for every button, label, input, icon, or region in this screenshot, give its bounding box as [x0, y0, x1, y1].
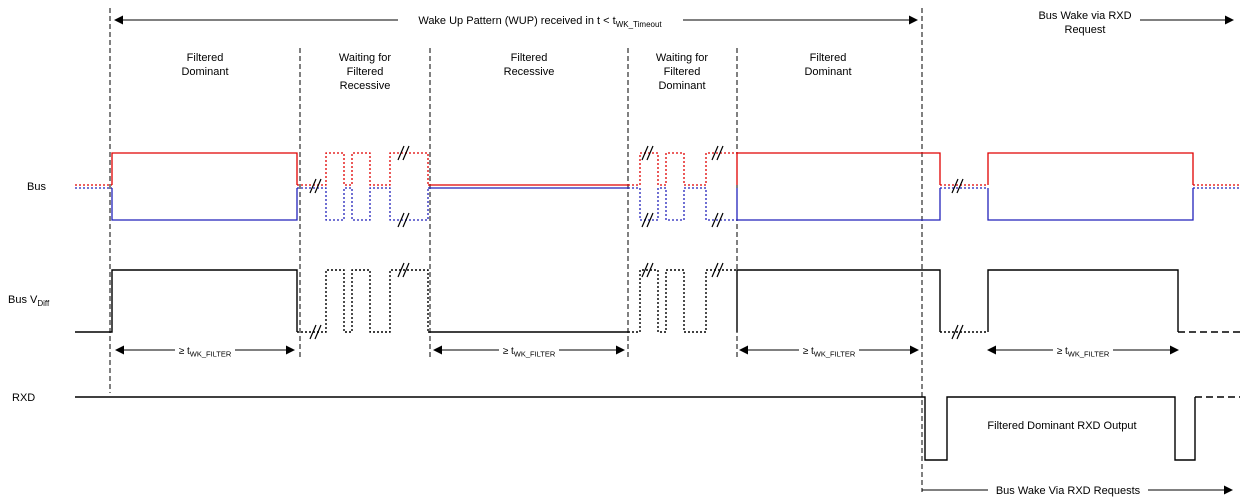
bus-canl-dotted [75, 187, 1240, 221]
section-2-line2: Filtered [347, 66, 384, 78]
section-2-line1: Waiting for [339, 52, 392, 64]
wup-arrow-label: Wake Up Pattern (WUP) received in t < tW… [418, 15, 662, 29]
wup-label-subscript: WK_Timeout [616, 20, 663, 29]
tfilter-label-4: ≥ tWK_FILTER [1057, 346, 1110, 359]
tfilter-3-subscript: WK_FILTER [814, 350, 856, 359]
section-4-line3: Dominant [658, 80, 705, 92]
dimension-arrows [114, 15, 1234, 495]
vdiff-solid [75, 269, 1179, 333]
wup-label-text: Wake Up Pattern (WUP) received in t < t [418, 15, 615, 27]
arrow-lines [123, 19, 1225, 491]
tfilter-3-text: ≥ t [803, 346, 814, 357]
bus-wake-requests-label: Bus Wake Via RXD Requests [996, 485, 1141, 497]
tfilter-2-subscript: WK_FILTER [514, 350, 556, 359]
bus-signal-label: Bus [27, 181, 46, 193]
section-4-line2: Filtered [664, 66, 701, 78]
tfilter-1-subscript: WK_FILTER [190, 350, 232, 359]
rxd-signal-label: RXD [12, 392, 35, 404]
section-1-line1: Filtered [187, 52, 224, 64]
bus-wake-request-label-line2: Request [1065, 24, 1106, 36]
tfilter-labels: ≥ tWK_FILTER ≥ tWK_FILTER ≥ tWK_FILTER ≥… [179, 346, 1110, 359]
bus-canl-solid [111, 187, 1194, 221]
section-5-line1: Filtered [810, 52, 847, 64]
tfilter-4-subscript: WK_FILTER [1068, 350, 1110, 359]
vdiff-signal-label: Bus VDiff [8, 294, 50, 308]
vdiff-label-text: Bus V [8, 294, 38, 306]
section-3-line2: Recessive [504, 66, 555, 78]
vdiff-label-subscript: Diff [37, 299, 50, 308]
bus-canh-solid [111, 152, 1194, 186]
vdiff-dotted [297, 269, 988, 333]
bus-canh-dotted [75, 152, 1240, 186]
section-3-line1: Filtered [511, 52, 548, 64]
rxd-trace [75, 396, 1240, 461]
section-2-line3: Recessive [340, 80, 391, 92]
tfilter-2-text: ≥ t [503, 346, 514, 357]
rxd-solid [75, 396, 1196, 461]
time-break-marks [309, 145, 964, 340]
bus-wake-request-label-line1: Bus Wake via RXD [1038, 10, 1131, 22]
bus-canh-trace [75, 152, 1240, 186]
section-4-line1: Waiting for [656, 52, 709, 64]
bus-canl-trace [75, 187, 1240, 221]
tfilter-1-text: ≥ t [179, 346, 190, 357]
bus-vdiff-trace [75, 269, 1240, 333]
rxd-output-label: Filtered Dominant RXD Output [987, 420, 1136, 432]
tfilter-label-1: ≥ tWK_FILTER [179, 346, 232, 359]
phase-boundary-lines [109, 8, 923, 492]
section-labels: Filtered Dominant Waiting for Filtered R… [181, 52, 851, 92]
section-5-line2: Dominant [804, 66, 851, 78]
signal-labels: Bus Bus VDiff RXD [8, 181, 50, 404]
tfilter-label-3: ≥ tWK_FILTER [803, 346, 856, 359]
tfilter-4-text: ≥ t [1057, 346, 1068, 357]
section-1-line2: Dominant [181, 66, 228, 78]
tfilter-label-2: ≥ tWK_FILTER [503, 346, 556, 359]
